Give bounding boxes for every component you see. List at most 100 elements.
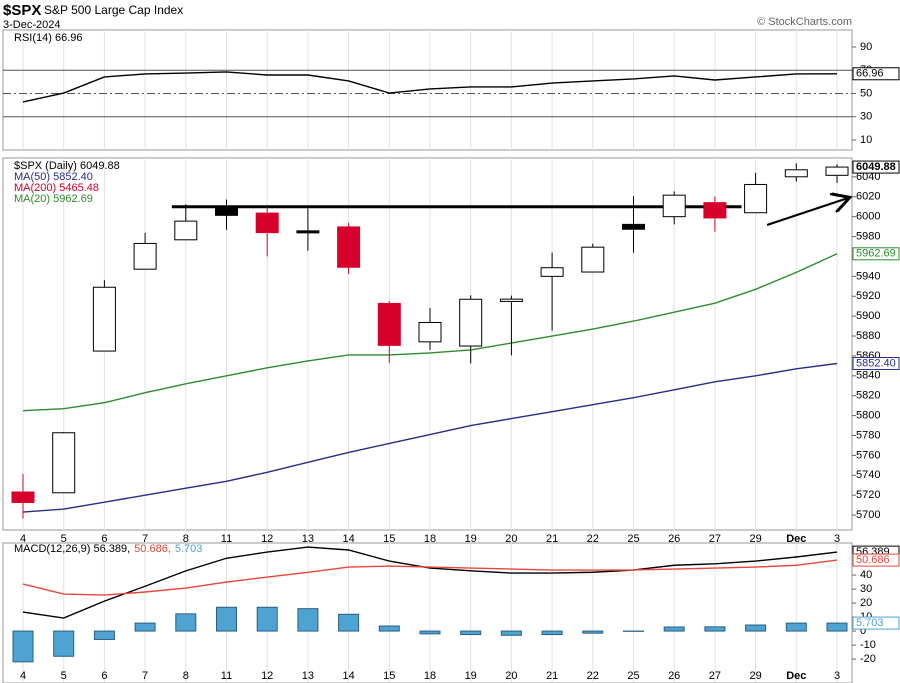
x-tick-label: 15 — [383, 533, 395, 545]
y-tick-label: 40 — [860, 569, 872, 581]
histogram-bar — [256, 606, 278, 632]
y-tick-label: 6040 — [856, 171, 880, 183]
y-tick-label: 5820 — [856, 390, 880, 402]
value-box — [852, 160, 900, 174]
series-line — [22, 71, 838, 103]
histogram-bar — [175, 613, 197, 632]
y-tick-label: -10 — [860, 639, 876, 651]
histogram-bar — [134, 622, 156, 632]
panel-frame — [2, 157, 853, 531]
candle-body — [784, 169, 808, 178]
x-tick-label: 18 — [424, 533, 436, 545]
candle-body — [255, 212, 279, 234]
y-tick-label: 5800 — [856, 410, 880, 422]
x-tick-label: 27 — [709, 533, 721, 545]
histogram-bar — [12, 630, 34, 663]
histogram-bar — [582, 630, 604, 634]
x-tick-label: 8 — [183, 670, 189, 682]
candle-body — [459, 298, 483, 347]
x-tick-label: 20 — [505, 533, 517, 545]
candle-body — [825, 166, 849, 176]
histogram-bar — [663, 626, 685, 632]
histogram-bar — [785, 622, 807, 632]
y-tick-label: 5840 — [856, 370, 880, 382]
x-tick-label: 21 — [546, 670, 558, 682]
legend-entry: MA(50) 5852.40 — [14, 171, 93, 183]
value-label: 66.96 — [856, 68, 884, 80]
x-tick-label: 11 — [221, 670, 232, 682]
x-tick-label: 4 — [20, 670, 26, 682]
y-tick-label: 5720 — [856, 489, 880, 501]
series-line — [22, 253, 838, 412]
candle-body — [581, 246, 605, 273]
x-tick-label: 6 — [101, 670, 107, 682]
y-tick-label: 5740 — [856, 469, 880, 481]
candle-body — [52, 432, 76, 494]
y-tick-label: 5920 — [856, 290, 880, 302]
panel-frame — [2, 29, 853, 151]
candle-body — [540, 267, 564, 277]
x-tick-label: 29 — [749, 670, 761, 682]
candle-body — [418, 321, 442, 343]
legend-entry: 5.703 — [175, 543, 203, 555]
y-tick-label: 50 — [860, 87, 872, 99]
candle-body — [744, 183, 768, 214]
histogram-bar — [460, 630, 482, 636]
x-tick-label: 19 — [465, 533, 477, 545]
legend: MACD(12,26,9) 56.389, 50.686, 5.703 — [14, 543, 202, 555]
y-tick-label: 5880 — [856, 330, 880, 342]
credit: © StockCharts.com — [757, 16, 852, 28]
y-tick-label: 5940 — [856, 270, 880, 282]
x-tick-label: 7 — [142, 670, 148, 682]
histogram-bar — [378, 625, 400, 632]
x-tick-label: 18 — [424, 670, 436, 682]
value-box — [852, 247, 900, 261]
x-tick-label: 20 — [505, 670, 517, 682]
legend-entry: MA(200) 5465.48 — [14, 182, 99, 194]
histogram-bar — [541, 630, 563, 636]
series-line — [22, 559, 838, 596]
x-tick-label: 8 — [183, 533, 189, 545]
legend-entry: RSI(14) 66.96 — [14, 32, 82, 44]
y-tick-label: 5760 — [856, 449, 880, 461]
y-tick-label: 6000 — [856, 211, 880, 223]
candle-body — [337, 226, 361, 268]
candle-body — [296, 230, 320, 234]
value-box — [852, 553, 900, 567]
candle-body — [174, 220, 198, 241]
candle-body — [622, 223, 645, 230]
x-tick-label: 29 — [749, 533, 761, 545]
y-tick-label: 5980 — [856, 230, 880, 242]
x-tick-label: 3 — [834, 670, 840, 682]
candle-body — [377, 302, 401, 346]
y-tick-label: 5700 — [856, 509, 880, 521]
value-box — [852, 67, 900, 81]
x-tick-label: 7 — [142, 533, 148, 545]
legend-entry: 50.686, — [134, 543, 171, 555]
x-tick-label: 5 — [61, 670, 67, 682]
symbol: $SPX — [3, 2, 41, 19]
x-tick-label: 26 — [668, 533, 680, 545]
histogram-bar — [500, 630, 522, 636]
trend-arrow — [766, 198, 848, 226]
x-tick-label: Dec — [786, 670, 806, 682]
x-tick-label: 25 — [627, 533, 639, 545]
value-label: 6049.88 — [856, 161, 896, 173]
panel-frame — [2, 542, 853, 683]
y-tick-label: 30 — [860, 583, 872, 595]
x-tick-label: 27 — [709, 670, 721, 682]
x-tick-label: 3 — [834, 533, 840, 545]
histogram-bar — [704, 626, 726, 632]
x-tick-label: 14 — [342, 670, 354, 682]
legend-entry: MACD(12,26,9) 56.389, — [14, 543, 130, 555]
value-label: 5.703 — [856, 617, 884, 629]
x-tick-label: 12 — [261, 533, 273, 545]
value-label: 5852.40 — [856, 357, 896, 369]
y-tick-label: 20 — [860, 597, 872, 609]
x-tick-label: 15 — [383, 670, 395, 682]
x-tick-label: 14 — [342, 533, 354, 545]
candle-body — [92, 286, 116, 352]
x-tick-label: 21 — [546, 533, 558, 545]
y-tick-label: 90 — [860, 41, 872, 53]
